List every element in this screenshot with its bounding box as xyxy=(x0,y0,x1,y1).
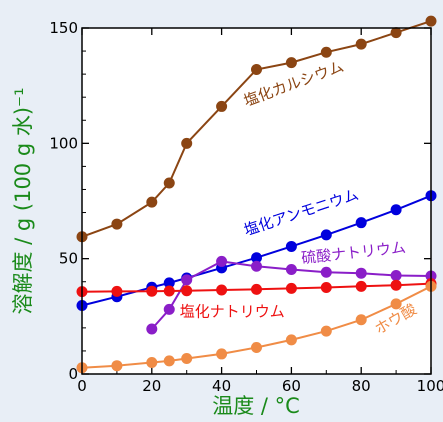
data-point xyxy=(321,282,332,293)
x-tick-label: 40 xyxy=(212,377,231,395)
data-point xyxy=(164,285,175,296)
data-point xyxy=(426,16,437,27)
data-point xyxy=(164,178,175,189)
data-point xyxy=(181,138,192,149)
data-point xyxy=(356,314,367,325)
data-point xyxy=(286,334,297,345)
x-tick-label: 100 xyxy=(417,377,443,395)
data-point xyxy=(146,357,157,368)
data-point xyxy=(356,268,367,279)
data-point xyxy=(146,286,157,297)
data-point xyxy=(251,284,262,295)
data-point xyxy=(216,348,227,359)
data-point xyxy=(216,256,227,267)
y-tick-label: 50 xyxy=(59,250,78,268)
data-point xyxy=(251,342,262,353)
x-tick-label: 60 xyxy=(282,377,301,395)
y-tick-label: 150 xyxy=(49,19,78,37)
data-point xyxy=(286,57,297,68)
data-point xyxy=(286,264,297,275)
data-point xyxy=(216,285,227,296)
data-point xyxy=(181,274,192,285)
data-point xyxy=(251,64,262,75)
series-label: 塩化ナトリウム xyxy=(180,302,285,320)
data-point xyxy=(146,197,157,208)
data-point xyxy=(321,267,332,278)
data-point xyxy=(356,217,367,228)
data-point xyxy=(321,47,332,58)
data-point xyxy=(111,286,122,297)
x-tick-label: 80 xyxy=(352,377,371,395)
y-tick-label: 100 xyxy=(49,134,78,152)
x-tick-label: 0 xyxy=(77,377,87,395)
data-point xyxy=(321,229,332,240)
x-tick-label: 20 xyxy=(142,377,161,395)
y-axis-title: 溶解度 / g (100 g 水)⁻¹ xyxy=(11,87,35,314)
data-point xyxy=(391,204,402,215)
data-point xyxy=(146,324,157,335)
data-point xyxy=(164,304,175,315)
x-axis-title: 温度 / °C xyxy=(212,394,300,418)
data-point xyxy=(356,281,367,292)
data-point xyxy=(391,27,402,38)
data-point xyxy=(181,353,192,364)
data-point xyxy=(286,283,297,294)
data-point xyxy=(164,355,175,366)
data-point xyxy=(391,280,402,291)
data-point xyxy=(356,39,367,50)
data-point xyxy=(216,101,227,112)
data-point xyxy=(321,326,332,337)
data-point xyxy=(286,241,297,252)
data-point xyxy=(111,219,122,230)
data-point xyxy=(181,285,192,296)
data-point xyxy=(391,270,402,281)
data-point xyxy=(111,360,122,371)
data-point xyxy=(251,261,262,272)
